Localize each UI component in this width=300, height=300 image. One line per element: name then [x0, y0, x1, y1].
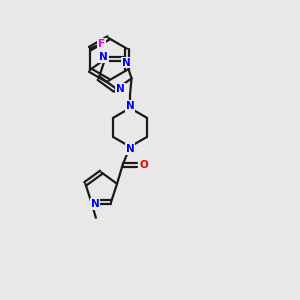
Text: N: N — [126, 101, 134, 111]
Text: N: N — [99, 52, 108, 62]
Text: N: N — [126, 144, 134, 154]
Text: F: F — [98, 39, 105, 49]
Text: N: N — [116, 84, 125, 94]
Text: N: N — [122, 58, 130, 68]
Text: N: N — [91, 199, 99, 209]
Text: O: O — [139, 160, 148, 170]
